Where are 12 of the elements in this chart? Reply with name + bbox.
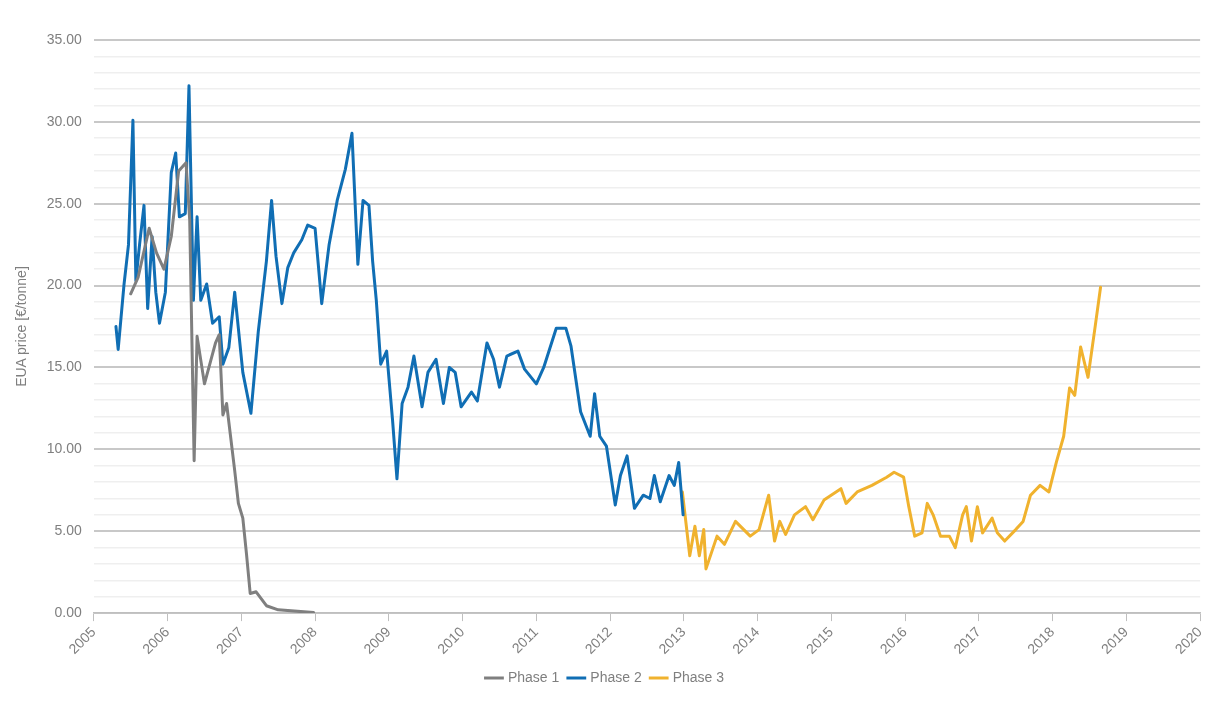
legend-label: Phase 3 [672, 668, 725, 685]
y-tick-label: 5.00 [54, 522, 83, 539]
legend-label: Phase 2 [590, 668, 642, 685]
y-axis-title: EUA price [€/tonne] [13, 266, 30, 387]
y-tick-label: 35.00 [46, 30, 83, 47]
y-tick-label: 25.00 [46, 194, 83, 211]
y-tick-label: 20.00 [46, 276, 83, 293]
legend-label: Phase 1 [507, 668, 560, 685]
y-tick-label: 15.00 [46, 358, 83, 375]
y-tick-label: 10.00 [46, 440, 83, 457]
y-tick-label: 0.00 [54, 603, 83, 620]
y-tick-label: 30.00 [46, 112, 83, 129]
